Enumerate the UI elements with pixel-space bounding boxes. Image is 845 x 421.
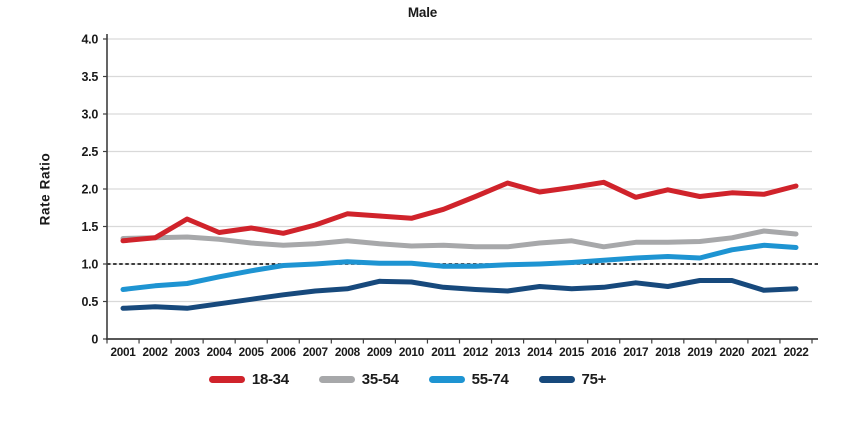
x-tick-label: 2012 (463, 345, 489, 359)
x-tick-label: 2018 (655, 345, 681, 359)
legend-item-35-54: 35-54 (318, 371, 399, 388)
legend: 18-34 35-54 55-74 75+ (0, 371, 815, 388)
x-tick-label: 2006 (271, 345, 297, 359)
legend-label: 35-54 (361, 371, 399, 388)
x-tick-label: 2015 (559, 345, 585, 359)
legend-label: 75+ (581, 371, 607, 388)
y-tick-label: 0 (91, 333, 98, 347)
legend-item-55-74: 55-74 (428, 371, 509, 388)
x-tick-label: 2005 (239, 345, 265, 359)
y-tick-label: 3.0 (82, 108, 99, 122)
x-tick-label: 2001 (110, 345, 136, 359)
y-tick-label: 1.0 (82, 258, 99, 272)
x-tick-label: 2020 (719, 345, 745, 359)
legend-swatch-icon (208, 376, 245, 383)
x-tick-label: 2004 (207, 345, 233, 359)
x-tick-label: 2007 (303, 345, 329, 359)
x-tick-label: 2009 (367, 345, 393, 359)
x-tick-label: 2011 (431, 345, 456, 359)
legend-label: 18-34 (251, 371, 289, 388)
y-tick-label: 4.0 (82, 33, 99, 47)
y-tick-label: 3.5 (82, 70, 99, 84)
legend-item-75+: 75+ (538, 371, 607, 388)
x-tick-label: 2008 (335, 345, 361, 359)
x-tick-label: 2014 (527, 345, 553, 359)
chart-title: Male (407, 5, 438, 20)
y-tick-label: 2.5 (82, 145, 99, 159)
x-tick-label: 2017 (623, 345, 649, 359)
legend-swatch-icon (428, 376, 465, 383)
legend-item-18-34: 18-34 (208, 371, 289, 388)
series-line-55-74 (120, 242, 799, 292)
series-line-75+ (120, 278, 799, 311)
y-tick-label: 1.5 (82, 220, 99, 234)
x-tick-label: 2003 (175, 345, 201, 359)
x-tick-label: 2002 (143, 345, 169, 359)
x-tick-label: 2019 (687, 345, 713, 359)
x-tick-label: 2021 (751, 345, 777, 359)
series-line-18-34 (120, 179, 799, 244)
legend-swatch-icon (538, 376, 575, 383)
series-line-35-54 (120, 228, 799, 250)
x-tick-label: 2022 (783, 345, 809, 359)
y-tick-label: 0.5 (82, 295, 99, 309)
legend-label: 55-74 (471, 371, 509, 388)
x-tick-label: 2013 (495, 345, 521, 359)
y-tick-label: 2.0 (82, 183, 99, 197)
x-tick-label: 2010 (399, 345, 425, 359)
legend-swatch-icon (318, 376, 355, 383)
x-tick-label: 2016 (591, 345, 617, 359)
